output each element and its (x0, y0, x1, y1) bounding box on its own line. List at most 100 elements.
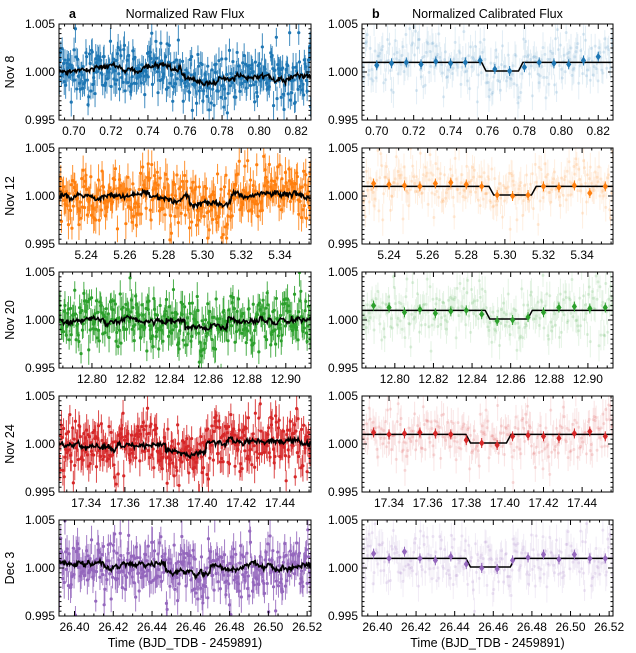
data-point-faint (502, 199, 506, 203)
data-point (157, 347, 161, 351)
data-point (137, 313, 141, 317)
data-point (264, 306, 268, 310)
data-point-faint (483, 57, 487, 61)
data-point (247, 307, 251, 311)
data-point-faint (379, 152, 383, 156)
data-point (190, 301, 194, 305)
data-point (146, 449, 150, 453)
data-point (129, 208, 134, 212)
data-point-faint (364, 326, 368, 330)
data-point (194, 101, 199, 105)
data-point-faint (459, 82, 463, 86)
data-point (266, 303, 270, 307)
data-point-faint (524, 40, 528, 44)
binned-point (479, 310, 485, 319)
data-point-faint (565, 321, 569, 325)
data-point-faint (461, 195, 465, 199)
data-point (68, 306, 73, 311)
data-point (85, 213, 89, 217)
binned-point (479, 182, 485, 191)
data-point-faint (373, 49, 377, 53)
data-point-faint (366, 180, 370, 184)
data-point (256, 214, 260, 218)
data-point-faint (445, 320, 449, 324)
x-tick-label: 12.90 (271, 372, 301, 386)
x-tick-label: 5.28 (455, 248, 479, 262)
data-point (217, 58, 221, 63)
data-point-faint (455, 188, 459, 192)
data-point-faint (527, 72, 531, 76)
data-point-faint (430, 42, 434, 46)
data-point-faint (465, 164, 469, 168)
data-point-faint (600, 190, 604, 194)
data-point (176, 221, 180, 225)
data-point-faint (565, 169, 569, 173)
data-point-faint (561, 193, 565, 197)
x-tick-label: 0.70 (365, 124, 389, 138)
data-point (112, 463, 116, 467)
data-point (155, 313, 159, 317)
data-point-faint (520, 287, 524, 291)
data-point-faint (546, 172, 550, 176)
data-point (218, 460, 222, 464)
data-point (149, 422, 153, 426)
data-point-faint (476, 317, 480, 321)
data-point (126, 80, 130, 85)
data-point-faint (477, 279, 481, 283)
data-point-faint (533, 317, 537, 321)
data-point-faint (489, 200, 493, 204)
y-tick-label: 1.000 (25, 65, 55, 79)
data-point (189, 73, 193, 77)
data-point (248, 197, 252, 201)
data-point-faint (545, 292, 549, 296)
data-point (140, 424, 144, 429)
data-point (82, 206, 87, 210)
data-point (110, 200, 115, 204)
data-point-faint (601, 300, 605, 304)
data-point (169, 214, 173, 218)
data-point-faint (388, 69, 392, 73)
data-point (130, 220, 134, 224)
data-point (216, 89, 220, 93)
data-point (200, 319, 204, 323)
data-point-faint (485, 73, 489, 77)
data-point (297, 212, 301, 216)
data-point-faint (597, 46, 601, 50)
data-point-faint (582, 294, 586, 298)
data-point (190, 220, 194, 224)
panel-b-nov-20: 12.80 12.82 12.84 12.86 12.88 12.90 0.995 1.000… (328, 265, 614, 386)
data-point (225, 72, 229, 77)
data-point (261, 298, 265, 302)
y-tick-label: 1.000 (25, 313, 55, 327)
data-point-faint (469, 190, 473, 194)
binned-point (551, 59, 557, 68)
data-point-faint (402, 70, 406, 74)
data-point-faint (475, 299, 479, 303)
data-point (223, 96, 227, 100)
data-point (279, 95, 283, 99)
binned-point (571, 181, 577, 190)
data-point (255, 163, 259, 167)
data-point-faint (575, 162, 579, 166)
y-tick-label: 0.995 (25, 113, 55, 127)
data-point-faint (403, 176, 407, 180)
data-point-faint (585, 332, 589, 336)
x-tick-label: 0.82 (587, 124, 611, 138)
data-point-faint (608, 304, 612, 308)
data-point-faint (516, 101, 520, 105)
data-point (130, 327, 134, 331)
data-point-faint (418, 151, 422, 155)
row-label: Nov 8 (3, 56, 17, 89)
data-point-faint (501, 184, 505, 188)
data-point-faint (464, 196, 468, 200)
data-point-faint (393, 39, 397, 43)
data-point (215, 172, 220, 176)
data-point (281, 66, 285, 70)
data-point-faint (401, 305, 405, 309)
data-point (141, 313, 145, 317)
data-point-faint (589, 181, 593, 185)
data-point-faint (380, 164, 384, 168)
data-point-faint (447, 187, 451, 191)
data-point (172, 60, 176, 64)
data-point-faint (457, 314, 461, 318)
